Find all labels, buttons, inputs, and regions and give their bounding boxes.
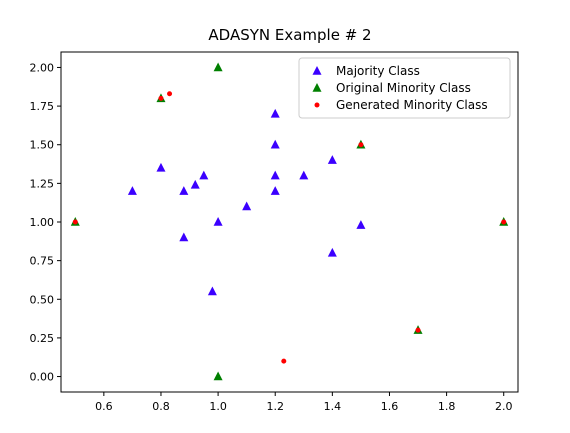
legend-marker-generated-minority-class bbox=[314, 102, 320, 108]
y-tick-label: 0.00 bbox=[30, 371, 55, 384]
legend-label: Majority Class bbox=[336, 64, 420, 78]
x-tick-label: 1.0 bbox=[209, 400, 227, 413]
data-point-generated-minority-class bbox=[281, 358, 287, 364]
x-tick-label: 1.8 bbox=[438, 400, 456, 413]
data-point-generated-minority-class bbox=[167, 91, 173, 97]
data-point-majority-class bbox=[327, 155, 337, 164]
data-point-majority-class bbox=[156, 162, 166, 172]
y-tick-label: 1.25 bbox=[30, 177, 55, 190]
data-point-majority-class bbox=[179, 232, 189, 242]
data-point-majority-class bbox=[199, 170, 209, 180]
data-point-generated-minority-class bbox=[158, 95, 164, 101]
legend-label: Original Minority Class bbox=[336, 81, 471, 95]
legend-label: Generated Minority Class bbox=[336, 98, 488, 112]
data-point-generated-minority-class bbox=[358, 142, 364, 148]
x-tick-label: 1.6 bbox=[381, 400, 399, 413]
x-tick-label: 1.4 bbox=[324, 400, 342, 413]
legend-marker-original-minority-class bbox=[312, 83, 322, 92]
y-tick-label: 0.50 bbox=[30, 293, 55, 306]
x-tick-label: 0.8 bbox=[152, 400, 170, 413]
data-point-generated-minority-class bbox=[415, 327, 421, 333]
x-tick-label: 2.0 bbox=[495, 400, 513, 413]
data-point-majority-class bbox=[213, 217, 223, 226]
data-point-majority-class bbox=[270, 186, 280, 195]
data-point-original-minority-class bbox=[213, 62, 223, 72]
data-point-majority-class bbox=[207, 286, 217, 296]
chart-title: ADASYN Example # 2 bbox=[208, 26, 371, 44]
y-tick-label: 2.00 bbox=[30, 61, 55, 74]
legend-marker-majority-class bbox=[312, 66, 322, 75]
data-point-majority-class bbox=[356, 220, 366, 229]
x-tick-label: 1.2 bbox=[266, 400, 284, 413]
y-tick-label: 0.25 bbox=[30, 332, 55, 345]
plot-area: 0.6 0.8 1.0 1.2 1.4 1.6 1.8 2.0 0.00 0.25 0.50 0.75… bbox=[30, 51, 519, 413]
data-point-majority-class bbox=[242, 201, 252, 211]
data-point-majority-class bbox=[190, 179, 200, 189]
data-point-majority-class bbox=[270, 108, 280, 118]
data-point-generated-minority-class bbox=[501, 219, 507, 225]
legend-box bbox=[298, 57, 511, 119]
y-tick-label: 1.00 bbox=[30, 216, 55, 229]
y-tick-label: 0.75 bbox=[30, 255, 55, 268]
x-tick-label: 0.6 bbox=[95, 400, 113, 413]
data-point-majority-class bbox=[270, 170, 280, 180]
data-point-majority-class bbox=[127, 186, 137, 195]
data-point-majority-class bbox=[270, 139, 280, 149]
y-tick-label: 1.50 bbox=[30, 139, 55, 152]
y-tick-label: 1.75 bbox=[30, 100, 55, 113]
data-point-majority-class bbox=[327, 247, 337, 257]
data-point-majority-class bbox=[299, 170, 309, 180]
data-point-original-minority-class bbox=[213, 371, 223, 381]
data-point-majority-class bbox=[179, 186, 189, 195]
data-point-generated-minority-class bbox=[72, 219, 78, 225]
